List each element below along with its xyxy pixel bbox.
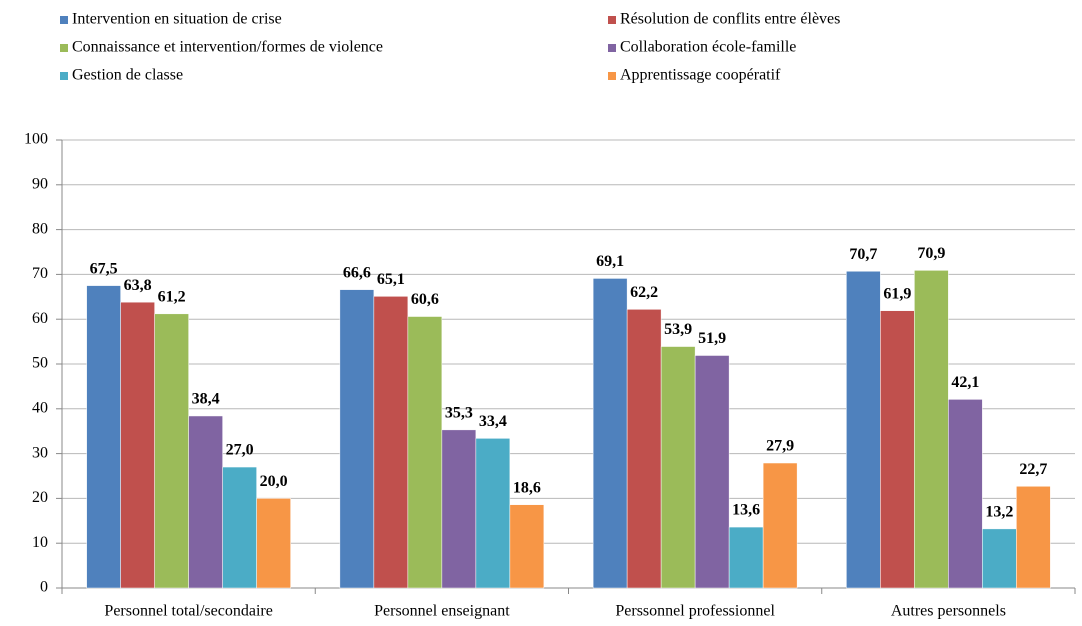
data-label: 60,6 <box>411 291 439 308</box>
y-tick-label: 40 <box>32 399 48 416</box>
data-label: 38,4 <box>192 391 220 408</box>
data-label: 13,2 <box>985 504 1013 521</box>
y-tick-label: 70 <box>32 265 48 282</box>
bar <box>509 504 545 589</box>
y-tick-label: 90 <box>32 175 48 192</box>
data-label: 20,0 <box>260 473 288 490</box>
data-label: 53,9 <box>664 321 692 338</box>
legend-swatch <box>608 72 616 80</box>
legend-label: Collaboration école-famille <box>620 39 796 56</box>
bar <box>694 355 730 589</box>
bar <box>660 346 696 589</box>
legend-swatch <box>60 44 68 52</box>
y-tick-label: 100 <box>24 131 48 148</box>
x-tick-label: Perssonnel professionnel <box>615 603 775 620</box>
y-tick-label: 0 <box>40 579 48 596</box>
y-tick-label: 50 <box>32 355 48 372</box>
bar <box>407 316 443 589</box>
y-tick-label: 60 <box>32 310 48 327</box>
legend-swatch <box>608 16 616 24</box>
data-label: 13,6 <box>732 502 760 519</box>
data-label: 66,6 <box>343 264 371 281</box>
data-label: 35,3 <box>445 405 473 422</box>
bar <box>728 526 764 589</box>
data-label: 62,2 <box>630 284 658 301</box>
data-label: 70,7 <box>849 246 877 263</box>
bar <box>948 399 983 589</box>
bar <box>592 278 628 589</box>
bar <box>846 271 881 589</box>
y-tick-label: 80 <box>32 220 48 237</box>
bar <box>188 415 223 589</box>
data-label: 27,0 <box>226 442 254 459</box>
data-label: 70,9 <box>917 245 945 262</box>
data-label: 69,1 <box>596 253 624 270</box>
data-label: 18,6 <box>513 479 541 496</box>
bar <box>982 528 1017 589</box>
data-label: 42,1 <box>951 374 979 391</box>
data-label: 63,8 <box>124 277 152 294</box>
x-tick-label: Personnel enseignant <box>374 603 510 620</box>
bar <box>120 301 155 589</box>
legend-label: Gestion de classe <box>72 67 183 84</box>
x-tick-label: Personnel total/secondaire <box>104 603 272 620</box>
legend-swatch <box>60 72 68 80</box>
bar <box>475 438 511 589</box>
y-tick-label: 10 <box>32 534 48 551</box>
legend-swatch <box>60 16 68 24</box>
bar <box>880 310 915 589</box>
bar <box>339 289 375 589</box>
legend-label: Apprentissage coopératif <box>620 67 781 84</box>
bar <box>441 429 477 589</box>
data-label: 61,2 <box>158 288 186 305</box>
bar <box>373 296 409 589</box>
bar <box>86 285 121 589</box>
bar <box>626 309 662 589</box>
bar <box>762 462 798 589</box>
data-label: 33,4 <box>479 413 507 430</box>
legend-label: Intervention en situation de crise <box>72 11 282 28</box>
y-tick-label: 20 <box>32 489 48 506</box>
legend-swatch <box>608 44 616 52</box>
data-label: 61,9 <box>883 285 911 302</box>
data-label: 67,5 <box>90 260 118 277</box>
bar <box>222 466 257 589</box>
data-label: 65,1 <box>377 271 405 288</box>
bar <box>256 498 291 589</box>
data-label: 22,7 <box>1019 461 1047 478</box>
bar <box>914 270 949 589</box>
bar <box>154 313 189 589</box>
x-tick-label: Autres personnels <box>891 603 1006 620</box>
data-label: 27,9 <box>766 438 794 455</box>
legend-label: Connaissance et intervention/formes de v… <box>72 39 383 56</box>
y-tick-label: 30 <box>32 444 48 461</box>
legend-label: Résolution de conflits entre élèves <box>620 11 840 28</box>
data-label: 51,9 <box>698 330 726 347</box>
bar <box>1016 486 1051 589</box>
